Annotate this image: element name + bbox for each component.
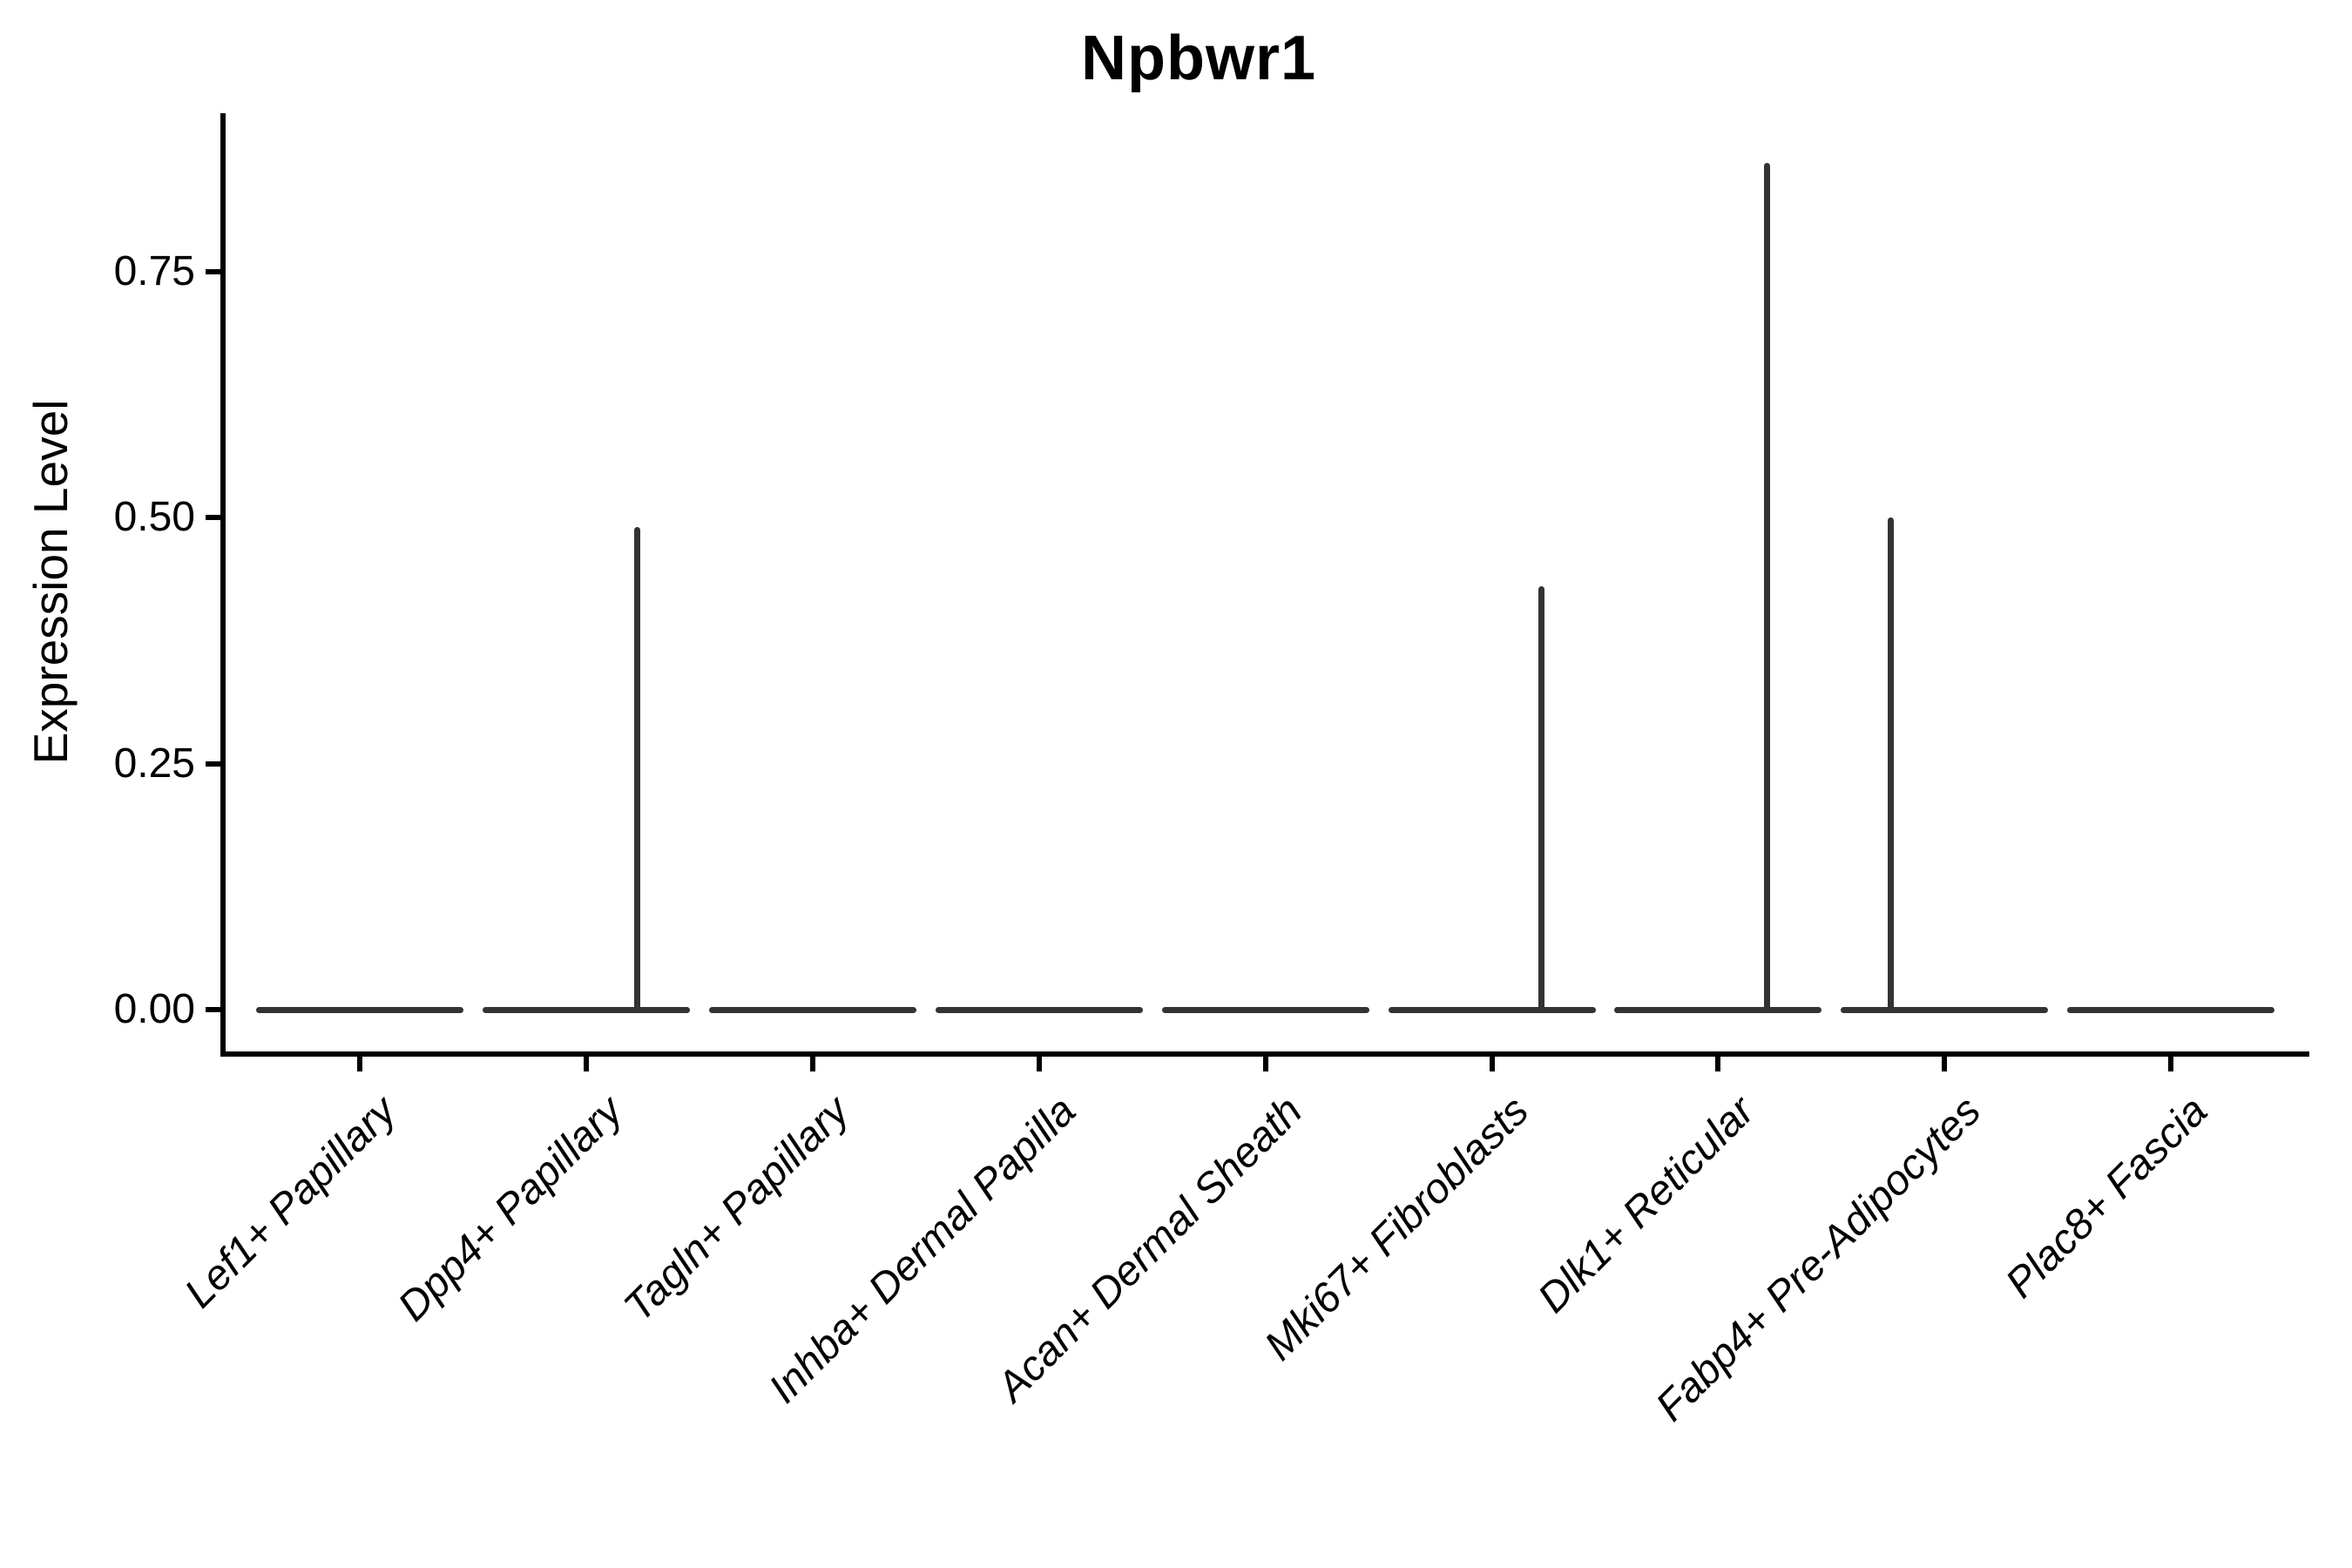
y-tick-label: 0.50 [113, 494, 195, 540]
x-tick-mark [1036, 1057, 1042, 1071]
y-axis-spine [220, 113, 226, 1057]
x-axis-spine [220, 1051, 2309, 1057]
x-tick-mark [1262, 1057, 1268, 1071]
violin-baseline [1614, 1006, 1822, 1013]
x-tick-mark [357, 1057, 362, 1071]
violin-baseline [2067, 1006, 2275, 1013]
x-tick-mark [583, 1057, 589, 1071]
y-tick-mark [206, 515, 220, 520]
x-axis-category-label: Dpp4+ Papillary [389, 1087, 632, 1330]
x-axis-category-label: Tagln+ Papillary [615, 1087, 858, 1331]
violin-baseline [256, 1006, 463, 1013]
y-axis-label: Expression Level [24, 399, 78, 765]
y-tick-label: 0.75 [113, 247, 195, 294]
x-axis-category-label: Dlk1+ Reticular [1530, 1087, 1764, 1322]
violin-baseline [935, 1006, 1143, 1013]
violin-baseline [1388, 1006, 1596, 1013]
y-tick-label: 0.25 [113, 740, 195, 787]
y-tick-mark [206, 268, 220, 274]
x-tick-mark [1489, 1057, 1495, 1071]
y-tick-mark [206, 1007, 220, 1012]
violin-spike [1763, 163, 1770, 1012]
violin-baseline [1841, 1006, 2049, 1013]
y-tick-label: 0.00 [113, 986, 195, 1032]
chart-title: Npbwr1 [1080, 24, 1317, 93]
violin-spike [1887, 517, 1894, 1012]
x-tick-mark [1942, 1057, 1948, 1071]
violin-spike [634, 527, 641, 1012]
x-tick-mark [809, 1057, 815, 1071]
violin-spike [1538, 586, 1544, 1012]
violin-baseline [708, 1006, 916, 1013]
violin-baseline [482, 1006, 690, 1013]
x-tick-mark [2168, 1057, 2174, 1071]
y-tick-mark [206, 760, 220, 767]
x-axis-category-label: Plac8+ Fascia [1997, 1087, 2217, 1308]
x-tick-mark [1715, 1057, 1721, 1071]
x-axis-category-label: Lef1+ Papillary [176, 1087, 406, 1317]
violin-baseline [1161, 1006, 1369, 1013]
